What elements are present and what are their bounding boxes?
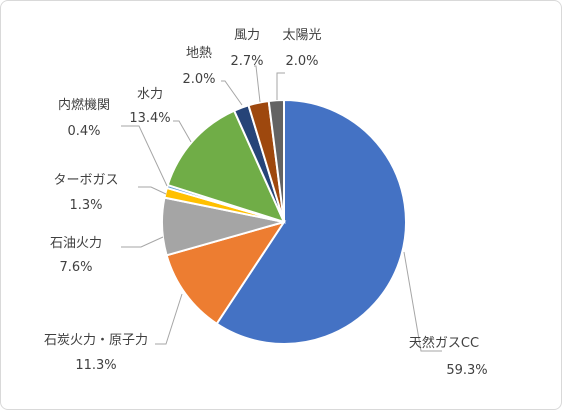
- slice-label-5: 内燃機関: [58, 97, 110, 113]
- slice-label-1: 天然ガスCC: [409, 335, 479, 351]
- slice-value-5: 0.4%: [67, 124, 100, 139]
- leader-line-8: [254, 65, 261, 103]
- leader-line-4: [138, 186, 167, 195]
- slice-label-9: 太陽光: [282, 28, 321, 43]
- slice-value-3: 7.6%: [59, 260, 92, 275]
- slice-value-7: 2.0%: [182, 72, 215, 87]
- slice-value-9: 2.0%: [285, 54, 318, 69]
- leader-line-3: [121, 236, 164, 248]
- slice-label-3: 石油火力: [50, 236, 102, 251]
- slice-value-2: 11.3%: [75, 358, 116, 373]
- slice-value-6: 13.4%: [129, 111, 170, 126]
- leader-line-5: [121, 125, 168, 187]
- slice-label-2: 石炭火力・原子力: [44, 333, 148, 348]
- pie-slice-9: [267, 98, 285, 223]
- slice-value-8: 2.7%: [230, 54, 263, 69]
- slice-value-1: 59.3%: [446, 363, 487, 378]
- leader-line-6: [173, 120, 192, 143]
- leader-line-9: [276, 72, 285, 100]
- slice-label-4: ターボガス: [53, 173, 118, 188]
- pie-slice-1: [215, 98, 407, 345]
- leader-line-7: [221, 80, 243, 106]
- pie-slice-6: [166, 109, 286, 224]
- slice-value-4: 1.3%: [69, 198, 102, 213]
- leader-line-2: [155, 293, 183, 345]
- slice-label-6: 水力: [137, 87, 163, 102]
- slice-label-8: 風力: [234, 28, 260, 43]
- leader-line-1: [403, 251, 442, 352]
- slice-label-7: 地熱: [186, 46, 212, 61]
